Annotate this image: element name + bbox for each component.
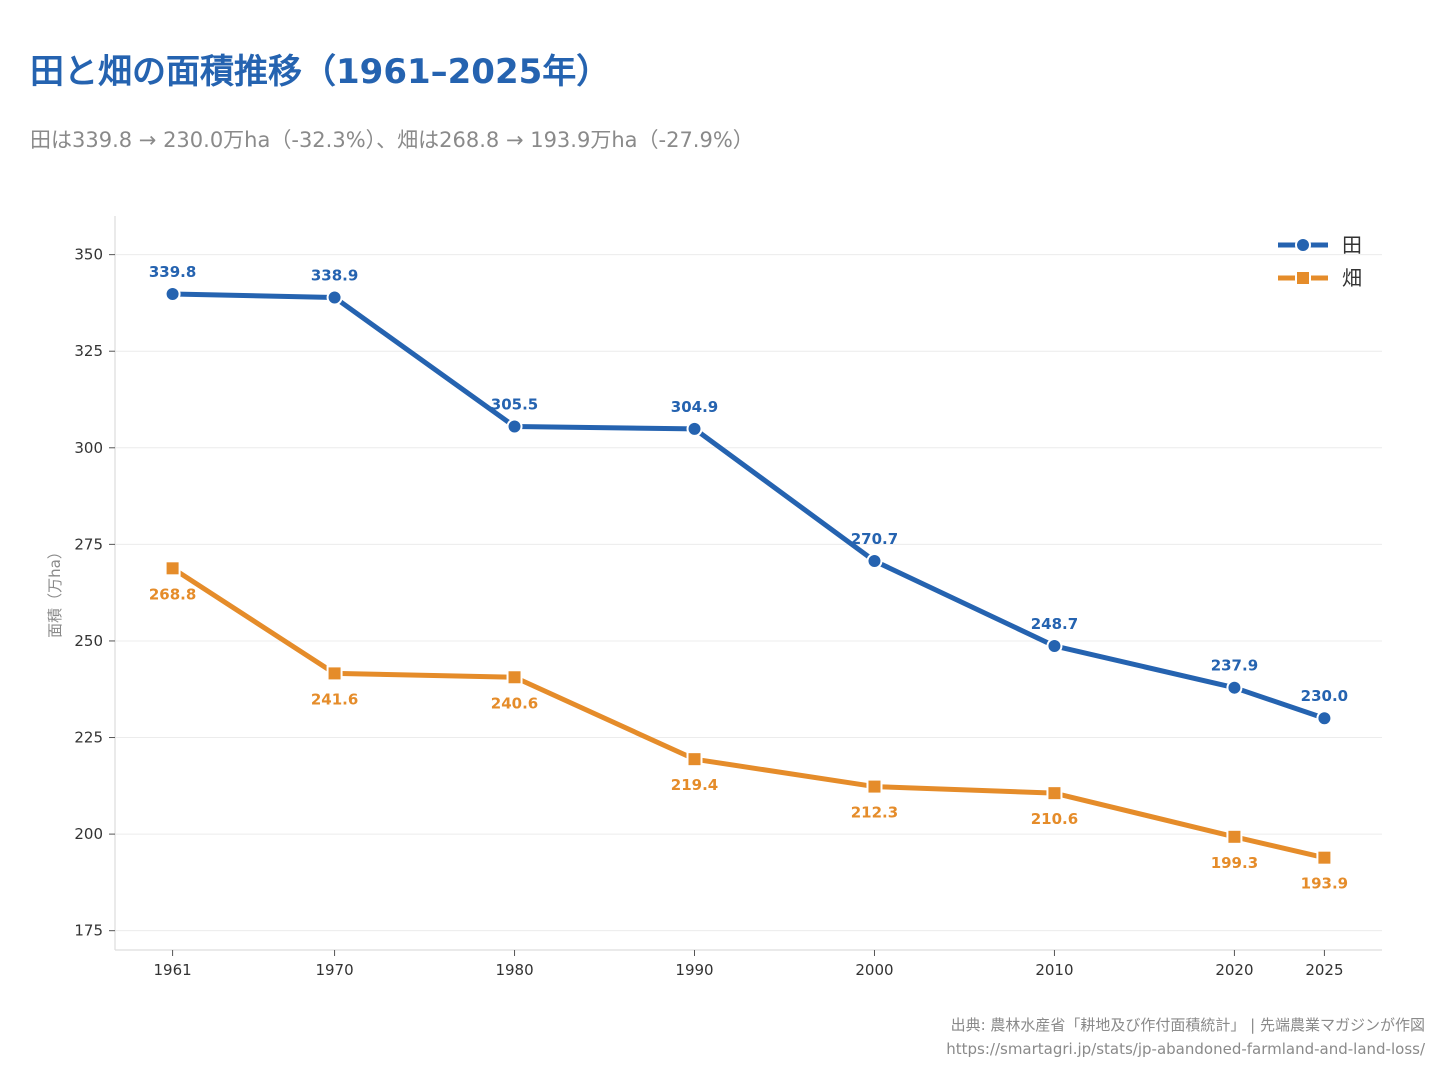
legend-label: 畑 (1342, 266, 1362, 290)
data-point[interactable] (866, 552, 883, 569)
data-label: 240.6 (491, 694, 538, 712)
data-point[interactable] (326, 289, 343, 306)
data-point[interactable] (1316, 849, 1333, 866)
data-point[interactable] (326, 665, 343, 682)
data-point[interactable] (686, 420, 703, 437)
legend-item-畑[interactable]: 畑 (1278, 266, 1362, 290)
data-label: 241.6 (311, 690, 358, 708)
data-label: 230.0 (1301, 687, 1348, 705)
data-label: 219.4 (671, 776, 718, 794)
series-畑: 268.8 241.6 240.6 219.4 212.3 210.6 199.3 193.9 (149, 560, 1348, 893)
x-tick-label: 1961 (153, 961, 191, 979)
x-tick-label: 2000 (855, 961, 893, 979)
legend-marker (1295, 237, 1311, 253)
data-point[interactable] (1316, 710, 1333, 727)
legend-marker (1295, 270, 1311, 286)
data-label: 193.9 (1301, 875, 1348, 893)
data-point[interactable] (506, 418, 523, 435)
axes (114, 216, 1382, 951)
grid-lines (115, 254, 1382, 932)
source-url[interactable]: https://smartagri.jp/stats/jp-abandoned-… (946, 1040, 1425, 1058)
x-tick-label: 1980 (495, 961, 533, 979)
x-tick-label: 1990 (675, 961, 713, 979)
series-line (170, 291, 1327, 721)
data-point[interactable] (866, 778, 883, 795)
data-label: 199.3 (1211, 854, 1258, 872)
data-point[interactable] (1226, 679, 1243, 696)
y-tick-label: 200 (74, 825, 103, 843)
series-田: 339.8 338.9 305.5 304.9 270.7 248.7 237.9 230.0 (149, 263, 1348, 727)
y-tick-label: 250 (74, 632, 103, 650)
data-label: 270.7 (851, 530, 898, 548)
y-axis-label: 面積（万ha） (46, 544, 64, 638)
y-tick-label: 325 (74, 342, 103, 360)
data-label: 212.3 (851, 804, 898, 822)
chart-subtitle: 田は339.8 → 230.0万ha（-32.3%）、畑は268.8 → 193… (30, 128, 754, 152)
source-text: 出典: 農林水産省「耕地及び作付面積統計」 | 先端農業マガジンが作図 (950, 1016, 1425, 1034)
data-point[interactable] (164, 286, 181, 303)
data-label: 339.8 (149, 263, 196, 281)
data-label: 248.7 (1031, 615, 1078, 633)
data-label: 338.9 (311, 267, 358, 285)
y-tick-label: 350 (74, 246, 103, 264)
source-note: 出典: 農林水産省「耕地及び作付面積統計」 | 先端農業マガジンが作図 http… (946, 1013, 1425, 1061)
x-tick-label: 2020 (1215, 961, 1253, 979)
data-point[interactable] (1046, 637, 1063, 654)
y-axis-ticks: 175 200 225 250 275 300 325 350 (74, 246, 115, 940)
y-tick-label: 225 (74, 729, 103, 747)
legend-label: 田 (1342, 233, 1362, 257)
data-point[interactable] (1226, 828, 1243, 845)
data-label: 210.6 (1031, 810, 1078, 828)
series-line (170, 565, 1327, 861)
data-label: 268.8 (149, 585, 196, 603)
data-point[interactable] (686, 751, 703, 768)
data-label: 305.5 (491, 396, 538, 414)
data-point[interactable] (1046, 785, 1063, 802)
y-tick-label: 275 (74, 535, 103, 553)
data-point[interactable] (164, 560, 181, 577)
x-tick-label: 2025 (1305, 961, 1343, 979)
y-tick-label: 175 (74, 922, 103, 940)
x-tick-label: 2010 (1035, 961, 1073, 979)
x-axis-ticks: 1961 1970 1980 1990 2000 2010 2020 2025 (153, 950, 1344, 979)
y-tick-label: 300 (74, 439, 103, 457)
data-label: 237.9 (1211, 657, 1258, 675)
legend: 田畑 (1278, 233, 1362, 290)
data-point[interactable] (506, 669, 523, 686)
legend-item-田[interactable]: 田 (1278, 233, 1362, 257)
series: 339.8 338.9 305.5 304.9 270.7 248.7 237.9 230.0… (149, 263, 1348, 893)
chart-title: 田と畑の面積推移（1961–2025年） (30, 52, 611, 92)
x-tick-label: 1970 (315, 961, 353, 979)
data-label: 304.9 (671, 398, 718, 416)
